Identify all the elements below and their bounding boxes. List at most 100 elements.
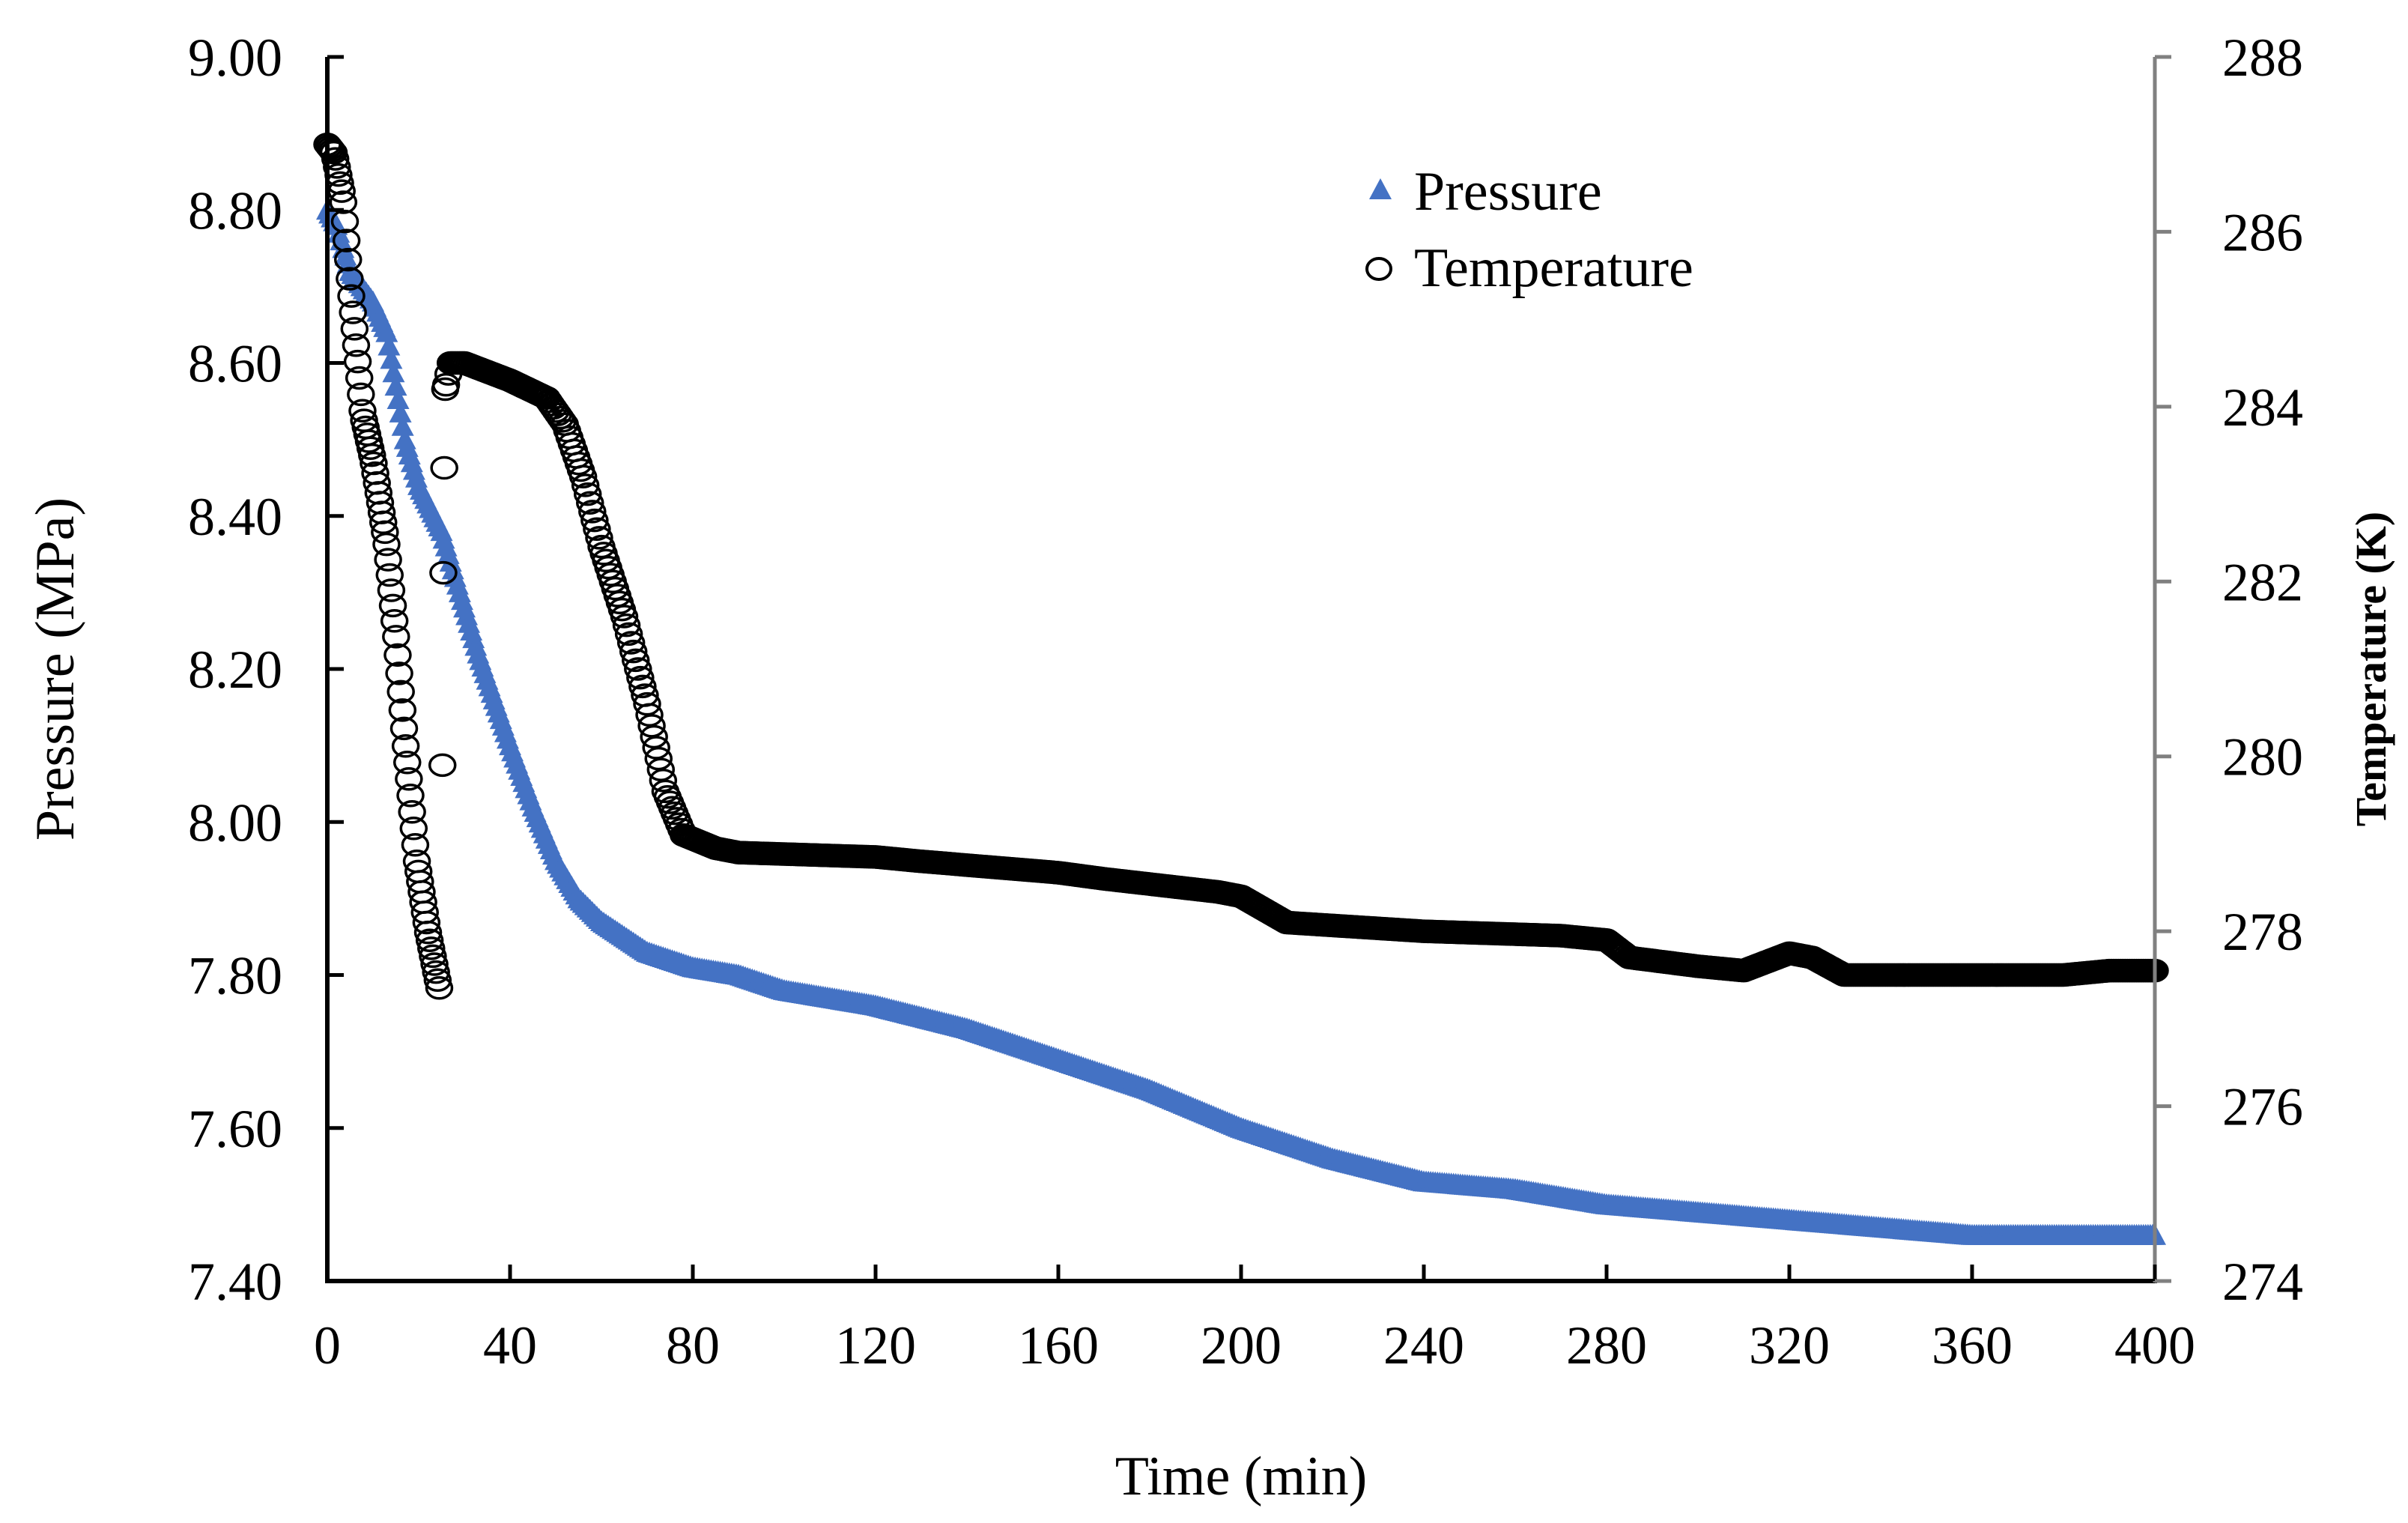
temperature-point (396, 784, 425, 808)
y-right-tick-label: 274 (2222, 1252, 2303, 1312)
y-left-tick-label: 8.20 (188, 640, 282, 700)
temperature-point (622, 648, 650, 673)
temperature-point (578, 500, 607, 524)
y-right-tick-label: 280 (2222, 727, 2303, 787)
pressure-point (384, 375, 407, 396)
y-right-tick-label: 276 (2222, 1077, 2303, 1137)
x-tick-label: 80 (666, 1315, 720, 1375)
y-right-tick-label: 278 (2222, 902, 2303, 962)
temperature-point (619, 639, 648, 664)
y-right-tick-label: 286 (2222, 202, 2303, 262)
y-left-tick-label: 9.00 (188, 28, 282, 88)
temperature-point (610, 605, 639, 629)
y-left-tick-label: 7.40 (188, 1252, 282, 1312)
temperature-point (345, 366, 374, 390)
temperature-point (369, 510, 398, 535)
legend-temperature-marker (1365, 257, 1392, 281)
temperature-point (391, 734, 420, 758)
x-tick-label: 240 (1383, 1315, 1464, 1375)
temperature-point (337, 284, 366, 308)
temperature-point (342, 333, 371, 357)
temperature-point (401, 833, 430, 857)
pressure-point (382, 361, 405, 383)
temperature-point (616, 631, 646, 655)
temperature-point (429, 560, 458, 585)
temperature-point (649, 769, 678, 793)
legend-pressure-marker (1369, 178, 1392, 199)
temperature-point (388, 698, 417, 722)
x-axis-label: Time (min) (1115, 1446, 1367, 1507)
temperature-point (419, 944, 447, 969)
temperature-point (330, 209, 360, 234)
temperature-point (340, 317, 369, 341)
temperature-point (413, 920, 443, 945)
temperature-point (635, 703, 664, 727)
pressure-point (391, 414, 414, 436)
temperature-point (383, 643, 412, 667)
temperature-point (336, 267, 364, 291)
x-tick-label: 40 (483, 1315, 537, 1375)
temperature-point (377, 578, 406, 602)
pressure-series (316, 199, 2166, 1245)
x-tick-label: 400 (2114, 1315, 2195, 1375)
temperature-point (334, 247, 363, 272)
x-tick-label: 160 (1018, 1315, 1099, 1375)
temperature-point (633, 691, 661, 716)
temperature-point (585, 526, 613, 550)
temperature-point (385, 661, 413, 685)
temperature-point (386, 679, 415, 704)
temperature-point (637, 714, 666, 738)
temperature-series (313, 132, 2169, 1000)
y-axis-left-label: Pressure (MPa) (25, 497, 86, 841)
temperature-point (571, 473, 600, 497)
legend-temperature-label: Temperature (1414, 237, 1693, 299)
temperature-point (626, 665, 655, 690)
y-left-tick-label: 7.60 (188, 1099, 282, 1159)
temperature-point (423, 968, 452, 992)
legend-pressure-label: Pressure (1414, 161, 1602, 222)
temperature-point (329, 190, 358, 214)
temperature-point (398, 800, 426, 824)
temperature-point (642, 736, 670, 760)
temperature-point (372, 532, 401, 557)
temperature-point (332, 228, 361, 252)
temperature-point (624, 657, 652, 681)
temperature-point (339, 300, 367, 324)
temperature-point (583, 517, 611, 542)
y-left-tick-label: 8.40 (188, 487, 282, 547)
y-right-tick-label: 284 (2222, 378, 2303, 437)
temperature-point (420, 952, 449, 976)
temperature-point (573, 482, 602, 506)
temperature-point (371, 520, 399, 545)
y-left-tick-label: 8.80 (188, 181, 282, 240)
temperature-point (380, 609, 409, 633)
temperature-point (422, 960, 450, 984)
temperature-point (580, 508, 609, 533)
temperature-point (399, 817, 428, 841)
temperature-point (644, 746, 673, 771)
temperature-point (612, 613, 641, 638)
temperature-point (576, 491, 604, 515)
temperature-point (415, 928, 444, 952)
temperature-point (321, 147, 350, 171)
temperature-point (323, 155, 351, 179)
temperature-point (548, 409, 577, 433)
temperature-point (378, 593, 407, 618)
temperature-point (393, 751, 422, 775)
pressure-point (386, 388, 410, 410)
y-right-tick-label: 288 (2222, 28, 2303, 88)
temperature-point (382, 625, 410, 649)
x-tick-label: 280 (1566, 1315, 1647, 1375)
pressure-point (375, 321, 398, 342)
y-axis-right-label: Temperature (K) (2347, 512, 2395, 826)
temperature-point (430, 455, 458, 480)
x-tick-label: 320 (1749, 1315, 1830, 1375)
pressure-point (377, 334, 401, 356)
temperature-point (374, 548, 402, 572)
y-left-tick-label: 7.80 (188, 946, 282, 1006)
temperature-point (628, 674, 657, 699)
pressure-point (389, 401, 412, 423)
x-tick-label: 0 (314, 1315, 341, 1375)
y-right-tick-label: 282 (2222, 552, 2303, 612)
